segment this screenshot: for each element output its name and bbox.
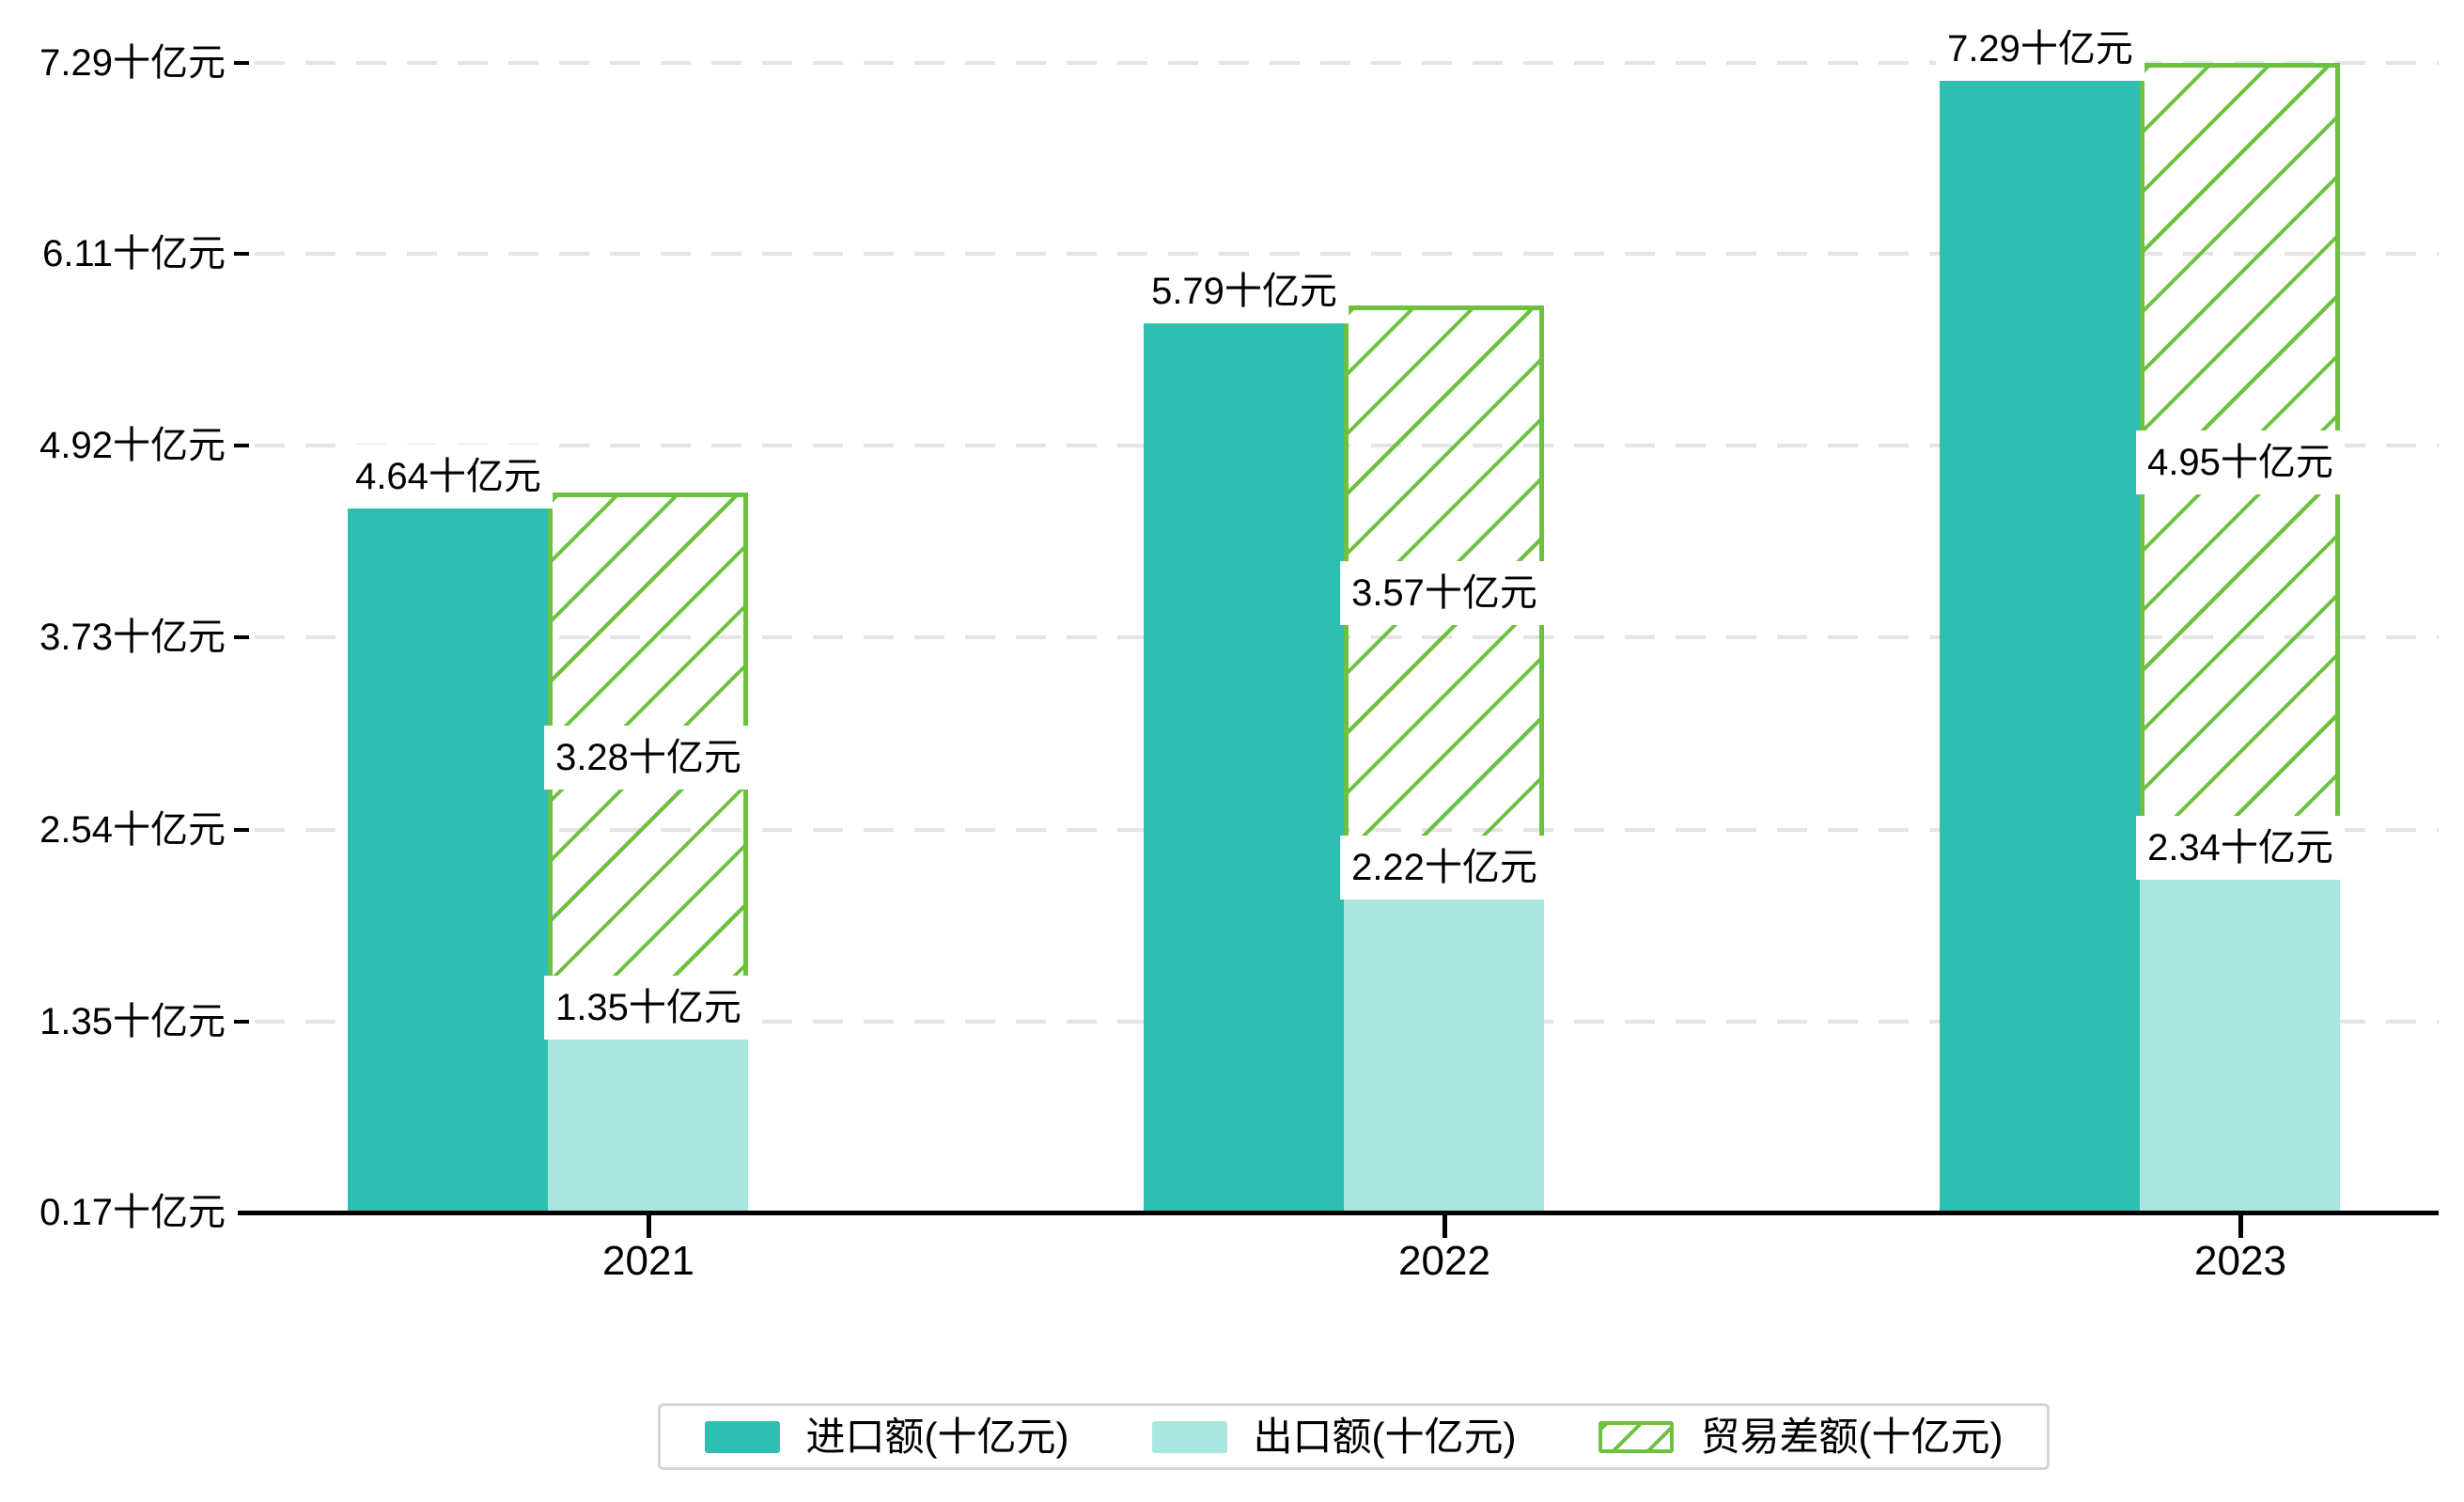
- legend-label: 进口额(十亿元): [805, 1414, 1069, 1459]
- y-tick-label: 0.17十亿元: [39, 1192, 226, 1233]
- export-value-label: 2.34十亿元: [2136, 816, 2345, 880]
- y-tick-mark: [234, 61, 249, 65]
- export-legend-swatch: [1151, 1420, 1227, 1453]
- legend-label: 贸易差额(十亿元): [1700, 1414, 2004, 1459]
- trade-balance-value-label: 3.57十亿元: [1340, 561, 1549, 625]
- legend: 进口额(十亿元) 出口额(十亿元) 贸易差额(十亿元): [658, 1403, 2050, 1470]
- import-bar-2022[interactable]: [1144, 305, 1344, 1213]
- legend-item-import[interactable]: 进口额(十亿元): [704, 1414, 1069, 1460]
- export-value-label: 2.22十亿元: [1340, 836, 1549, 900]
- import-bar-2021[interactable]: [348, 491, 548, 1213]
- export-value-label: 1.35十亿元: [544, 976, 753, 1040]
- legend-item-export[interactable]: 出口额(十亿元): [1151, 1414, 1517, 1460]
- import-value-label: 4.64十亿元: [344, 445, 553, 508]
- x-tick-label: 2022: [1398, 1238, 1490, 1284]
- trade-balance-value-label: 3.28十亿元: [544, 726, 753, 790]
- y-tick-label: 3.73十亿元: [39, 617, 226, 658]
- export-bar-2021[interactable]: [548, 1022, 748, 1213]
- y-tick-mark: [234, 635, 249, 639]
- y-tick-mark: [234, 1020, 249, 1024]
- y-tick-mark: [234, 252, 249, 256]
- y-tick-label: 6.11十亿元: [42, 233, 226, 274]
- trade-balance-value-label: 4.95十亿元: [2136, 430, 2345, 494]
- x-tick-label: 2021: [602, 1238, 694, 1284]
- y-tick-label: 2.54十亿元: [39, 809, 226, 851]
- y-tick-mark: [234, 444, 249, 447]
- x-tick-label: 2023: [2194, 1238, 2286, 1284]
- y-tick-mark: [234, 828, 249, 832]
- import-value-label: 5.79十亿元: [1140, 259, 1349, 323]
- y-tick-label: 4.92十亿元: [39, 425, 226, 466]
- legend-item-balance[interactable]: 贸易差额(十亿元): [1598, 1415, 2003, 1460]
- trade-balance-legend-swatch: [1598, 1420, 1675, 1453]
- export-bar-2022[interactable]: [1344, 882, 1544, 1213]
- x-tick-mark: [1443, 1213, 1447, 1238]
- import-bar-2023[interactable]: [1940, 63, 2140, 1213]
- legend-label: 出口额(十亿元): [1253, 1414, 1517, 1459]
- y-tick-label: 7.29十亿元: [39, 42, 226, 84]
- import-value-label: 7.29十亿元: [1936, 17, 2144, 81]
- export-bar-2023[interactable]: [2140, 862, 2340, 1213]
- x-tick-mark: [647, 1213, 651, 1238]
- y-tick-label: 1.35十亿元: [39, 1001, 226, 1042]
- import-legend-swatch: [704, 1420, 780, 1453]
- h-gridline: [255, 252, 2439, 256]
- x-tick-mark: [2238, 1213, 2243, 1238]
- h-gridline: [255, 61, 2439, 65]
- x-axis-line: [238, 1211, 2439, 1215]
